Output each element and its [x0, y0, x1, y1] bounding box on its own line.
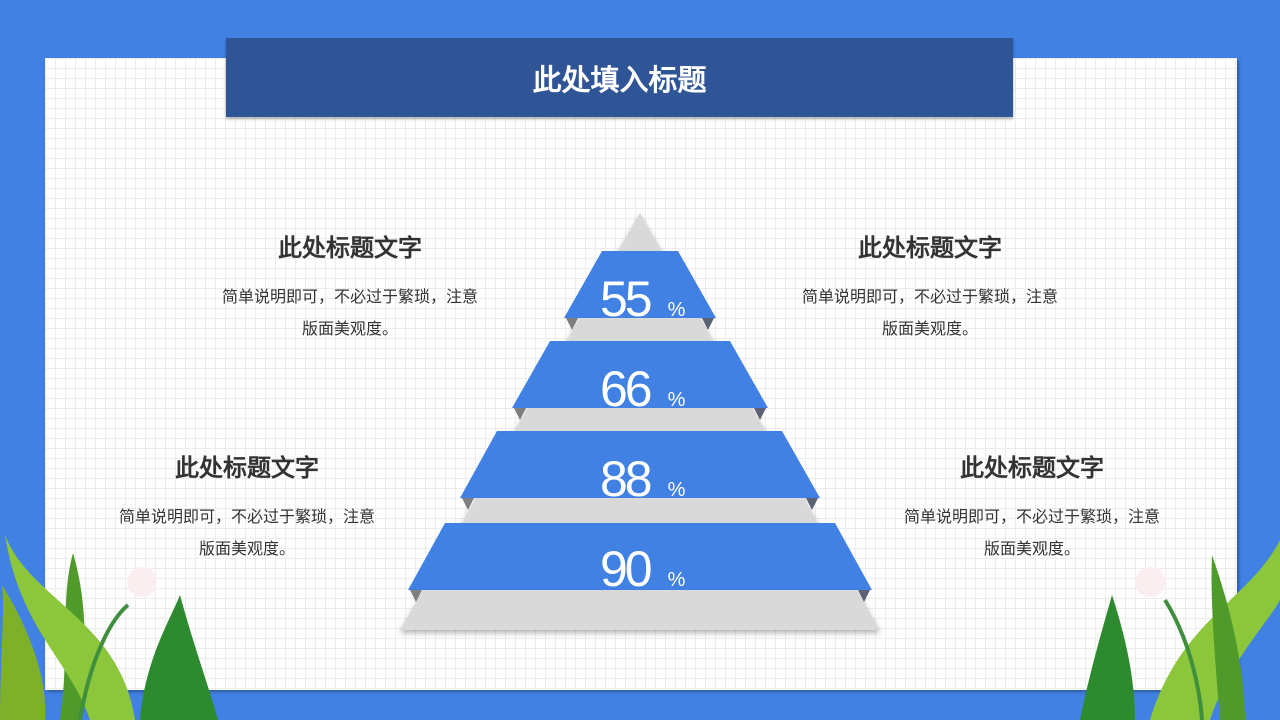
text-block-top-left: 此处标题文字 简单说明即可，不必过于繁琐，注意 版面美观度。: [190, 228, 510, 345]
fold-corner: [410, 590, 422, 602]
block-desc: 简单说明即可，不必过于繁琐，注意: [118, 507, 375, 526]
text-block-bottom-right: 此处标题文字 简单说明即可，不必过于繁琐，注意 版面美观度。: [872, 448, 1192, 565]
block-heading: 此处标题文字: [858, 234, 1002, 262]
page-title: 此处填入标题: [226, 38, 1013, 117]
pyramid-band-3: [460, 431, 820, 498]
block-heading: 此处标题文字: [278, 234, 422, 262]
block-desc: 版面美观度。: [881, 319, 978, 338]
pyramid-band-2: [512, 341, 768, 408]
fold-corner: [858, 590, 870, 602]
fold-corner: [806, 498, 818, 510]
fold-corner: [754, 408, 766, 420]
block-heading: 此处标题文字: [175, 454, 319, 482]
fold-corner: [566, 318, 578, 330]
block-desc: 简单说明即可，不必过于繁琐，注意: [801, 287, 1058, 306]
pyramid-value-1: 55%: [600, 271, 686, 327]
block-desc: 版面美观度。: [301, 319, 398, 338]
pyramid-value-2: 66%: [600, 361, 686, 417]
pyramid-value-4: 90%: [600, 541, 686, 597]
pyramid-band-1: [564, 251, 716, 318]
block-desc: 简单说明即可，不必过于繁琐，注意: [221, 287, 478, 306]
block-desc: 简单说明即可，不必过于繁琐，注意: [903, 507, 1160, 526]
fold-corner: [702, 318, 714, 330]
block-desc: 版面美观度。: [198, 539, 295, 558]
pyramid-value-3: 88%: [600, 451, 686, 507]
text-block-bottom-left: 此处标题文字 简单说明即可，不必过于繁琐，注意 版面美观度。: [87, 448, 407, 565]
fold-corner: [514, 408, 526, 420]
pyramid-band-4: [408, 523, 872, 590]
block-desc: 版面美观度。: [983, 539, 1080, 558]
text-block-top-right: 此处标题文字 简单说明即可，不必过于繁琐，注意 版面美观度。: [770, 228, 1090, 345]
fold-corner: [462, 498, 474, 510]
block-heading: 此处标题文字: [960, 454, 1104, 482]
